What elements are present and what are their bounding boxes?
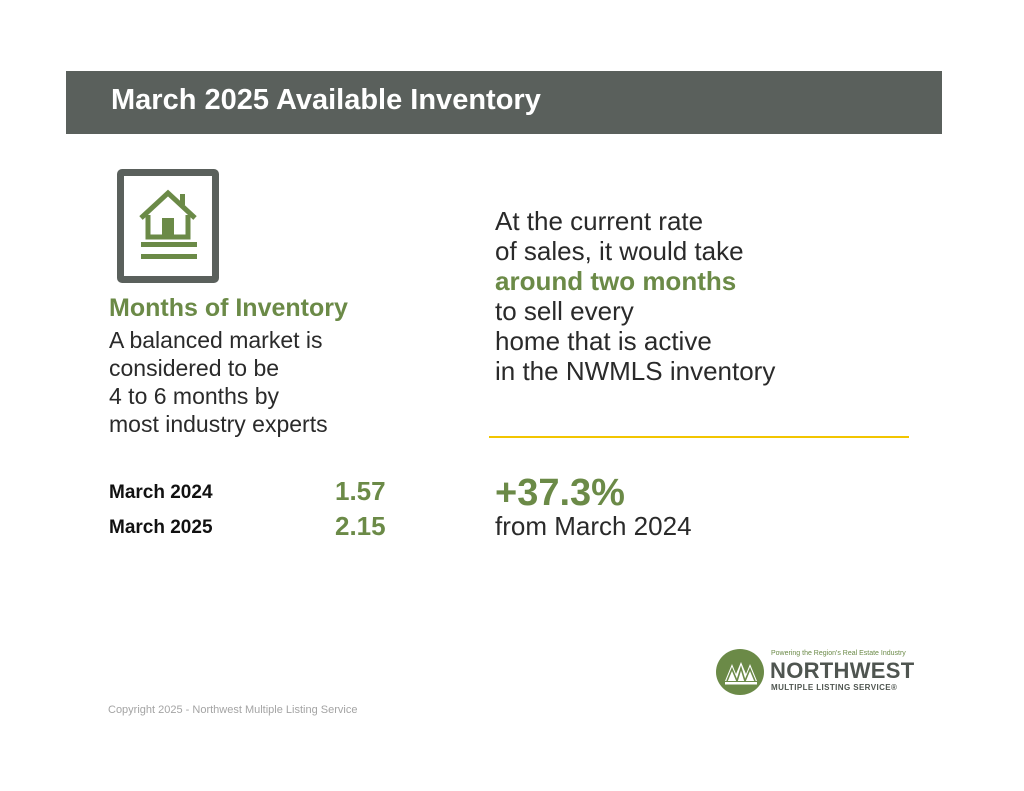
metric-description: A balanced market is considered to be 4 …	[109, 326, 328, 438]
change-value: +37.3%	[495, 472, 625, 514]
copyright-text: Copyright 2025 - Northwest Multiple List…	[108, 704, 358, 716]
stat-value: 2.15	[335, 511, 386, 541]
narrative-line: to sell every	[495, 296, 634, 326]
tree-logo-icon	[716, 649, 764, 695]
narrative-line: in the NWMLS inventory	[495, 356, 776, 386]
narrative-line: home that is active	[495, 326, 712, 356]
header-banner: March 2025 Available Inventory	[66, 71, 942, 134]
narrative-line: of sales, it would take	[495, 236, 744, 266]
narrative-line: At the current rate	[495, 206, 704, 236]
house-document-icon	[117, 169, 219, 283]
stat-label: March 2024	[109, 482, 213, 503]
narrative-text: At the current rate of sales, it would t…	[495, 206, 775, 386]
metric-title: Months of Inventory	[109, 294, 348, 322]
logo-tagline: Powering the Region's Real Estate Indust…	[771, 650, 906, 657]
logo-name: NORTHWEST	[770, 658, 915, 683]
nwmls-logo: Powering the Region's Real Estate Indust…	[716, 648, 916, 696]
description-line: most industry experts	[109, 411, 328, 437]
narrative-emphasis: around two months	[495, 266, 737, 296]
stat-row-2024: March 2024 1.57	[109, 476, 399, 508]
description-line: A balanced market is	[109, 327, 323, 353]
divider-line	[489, 436, 909, 438]
stat-value: 1.57	[335, 476, 386, 506]
stat-row-2025: March 2025 2.15	[109, 511, 399, 543]
description-line: considered to be	[109, 355, 280, 381]
house-icon	[139, 189, 197, 259]
stat-label: March 2025	[109, 517, 213, 538]
description-line: 4 to 6 months by	[109, 383, 280, 409]
page-title: March 2025 Available Inventory	[111, 84, 541, 116]
logo-subtitle: MULTIPLE LISTING SERVICE®	[771, 683, 898, 692]
change-caption: from March 2024	[495, 511, 692, 541]
